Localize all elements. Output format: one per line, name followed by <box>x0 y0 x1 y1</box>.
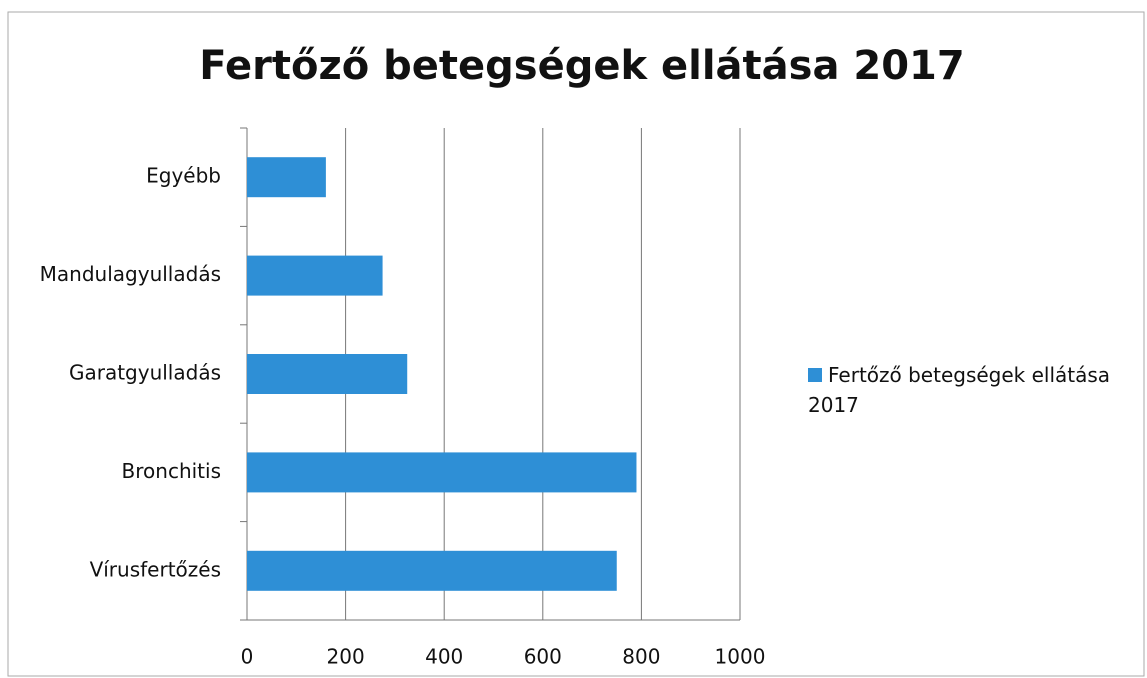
x-tick-label: 400 <box>425 645 463 669</box>
x-tick-label: 200 <box>327 645 365 669</box>
x-tick-label: 1000 <box>715 645 766 669</box>
legend-label: Fertőző betegségek ellátása 2017 <box>808 363 1111 417</box>
bar <box>247 255 383 296</box>
chart-frame <box>7 11 1145 677</box>
x-tick-label: 600 <box>524 645 562 669</box>
x-tick-label: 800 <box>622 645 660 669</box>
y-tick-label: Bronchitis <box>122 459 221 483</box>
legend: Fertőző betegségek ellátása 2017 <box>808 360 1128 420</box>
chart-title: Fertőző betegségek ellátása 2017 <box>199 43 964 89</box>
y-tick-label: Mandulagyulladás <box>40 262 221 286</box>
bar <box>247 354 408 394</box>
y-tick-label: Egyébb <box>146 164 221 188</box>
y-tick-label: Vírusfertőzés <box>90 557 221 581</box>
legend-swatch <box>808 368 822 382</box>
y-tick-label: Garatgyulladás <box>69 361 221 385</box>
x-tick-label: 0 <box>241 645 254 669</box>
bar <box>247 157 326 198</box>
bar <box>247 452 637 493</box>
bar <box>247 550 617 591</box>
